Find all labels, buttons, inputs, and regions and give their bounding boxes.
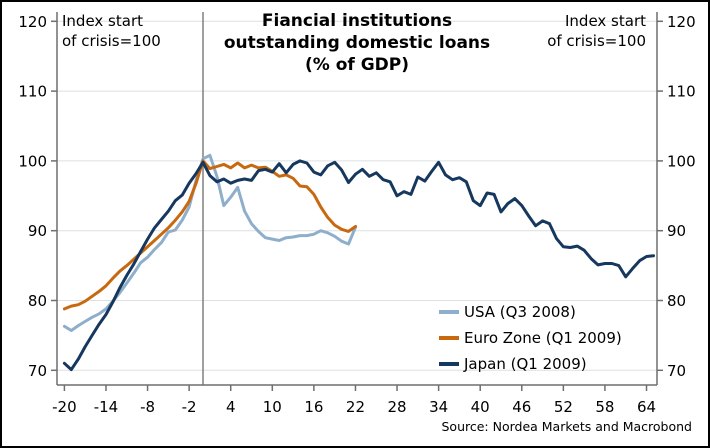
legend-label-usa: USA (Q3 2008) <box>464 303 576 321</box>
axis-note-right-line1: Index start <box>565 12 646 30</box>
y-tick-label-left: 100 <box>18 152 47 170</box>
x-tick-label: 64 <box>637 398 656 416</box>
x-tick-label: -2 <box>182 398 197 416</box>
series-line-usa-q3-2008 <box>62 153 357 332</box>
x-tick-label: 46 <box>512 398 531 416</box>
legend-item-japan: Japan (Q1 2009) <box>439 351 622 377</box>
x-tick-label: 40 <box>471 398 490 416</box>
legend-item-usa: USA (Q3 2008) <box>439 299 622 325</box>
axis-note-right-line2: of crisis=100 <box>547 32 646 50</box>
series-line-euro-zone-q1-2009 <box>62 159 357 311</box>
legend-swatch-eurozone <box>439 336 459 340</box>
x-tick-label: 4 <box>226 398 236 416</box>
chart-title: Fiancial institutions outstanding domest… <box>57 10 657 76</box>
series-line-japan-q1-2009 <box>62 159 655 372</box>
legend-swatch-usa <box>439 310 459 314</box>
y-tick-label-right: 100 <box>667 152 696 170</box>
y-tick-label-right: 120 <box>667 13 696 31</box>
source-note: Source: Nordea Markets and Macrobond <box>441 419 692 434</box>
y-tick-label-left: 80 <box>28 292 47 310</box>
axis-note-left-line1: Index start <box>62 12 143 30</box>
legend-swatch-japan <box>439 362 459 366</box>
x-tick-label: 58 <box>595 398 614 416</box>
legend: USA (Q3 2008) Euro Zone (Q1 2009) Japan … <box>439 299 622 377</box>
y-tick-label-left: 70 <box>28 362 47 380</box>
x-tick-label: 52 <box>554 398 573 416</box>
y-tick-label-right: 90 <box>667 222 686 240</box>
chart-title-line1: Fiancial institutions <box>261 11 453 31</box>
x-tick-label: 34 <box>429 398 448 416</box>
x-tick-label: 16 <box>304 398 323 416</box>
y-tick-label-right: 80 <box>667 292 686 310</box>
y-tick-label-left: 110 <box>18 83 47 101</box>
x-tick-label: -8 <box>140 398 155 416</box>
legend-label-eurozone: Euro Zone (Q1 2009) <box>464 329 622 347</box>
x-tick-label: -20 <box>52 398 77 416</box>
chart-title-line3: (% of GDP) <box>304 55 409 75</box>
legend-label-japan: Japan (Q1 2009) <box>464 355 587 373</box>
x-tick-label: 22 <box>346 398 365 416</box>
y-tick-label-left: 120 <box>18 13 47 31</box>
legend-item-eurozone: Euro Zone (Q1 2009) <box>439 325 622 351</box>
axis-note-left: Index start of crisis=100 <box>62 11 161 51</box>
axis-note-left-line2: of crisis=100 <box>62 32 161 50</box>
x-tick-label: 28 <box>387 398 406 416</box>
x-tick-label: -14 <box>94 398 119 416</box>
axis-note-right: Index start of crisis=100 <box>547 11 646 51</box>
chart-title-line2: outstanding domestic loans <box>223 33 491 53</box>
y-tick-label-left: 90 <box>28 222 47 240</box>
x-tick-label: 10 <box>263 398 282 416</box>
y-tick-label-right: 70 <box>667 362 686 380</box>
y-tick-label-right: 110 <box>667 83 696 101</box>
